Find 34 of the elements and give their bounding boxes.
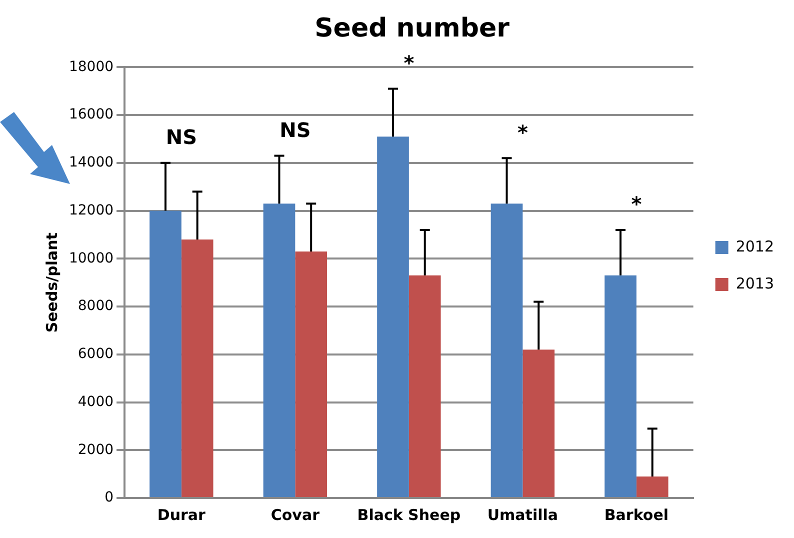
annotation: NS — [280, 118, 311, 142]
y-tick-label: 10000 — [68, 250, 114, 266]
annotation: * — [517, 120, 528, 144]
chart-title: Seed number — [314, 13, 510, 44]
y-tick-label: 8000 — [78, 298, 114, 314]
legend-label: 2012 — [736, 237, 774, 256]
y-tick-label: 18000 — [68, 58, 114, 75]
y-tick-label: 14000 — [68, 154, 114, 171]
y-tick-label: 16000 — [68, 106, 114, 123]
y-tick-label: 4000 — [78, 394, 114, 410]
bar — [377, 136, 409, 497]
y-tick-label: 0 — [104, 490, 114, 506]
y-axis-title: Seeds/plant — [42, 232, 61, 333]
annotation: NS — [166, 125, 197, 150]
bar — [408, 275, 441, 497]
annotation: * — [631, 192, 642, 216]
x-tick-label: Black Sheep — [357, 506, 461, 524]
bar — [150, 210, 182, 497]
x-tick-label: Barkoel — [604, 506, 669, 524]
bar — [263, 204, 296, 497]
bar — [522, 350, 555, 497]
bar — [490, 204, 523, 497]
annotation: * — [404, 50, 415, 75]
x-tick-label: Durar — [157, 506, 206, 524]
y-tick-label: 2000 — [78, 442, 114, 458]
bar — [604, 275, 636, 497]
y-tick-label: 12000 — [68, 202, 114, 218]
bar — [636, 476, 668, 497]
bar — [295, 251, 328, 497]
x-tick-label: Covar — [270, 506, 320, 524]
x-tick-label: Umatilla — [487, 506, 558, 524]
y-tick-label: 6000 — [78, 346, 114, 362]
bar — [181, 240, 214, 497]
legend-label: 2013 — [736, 274, 774, 292]
